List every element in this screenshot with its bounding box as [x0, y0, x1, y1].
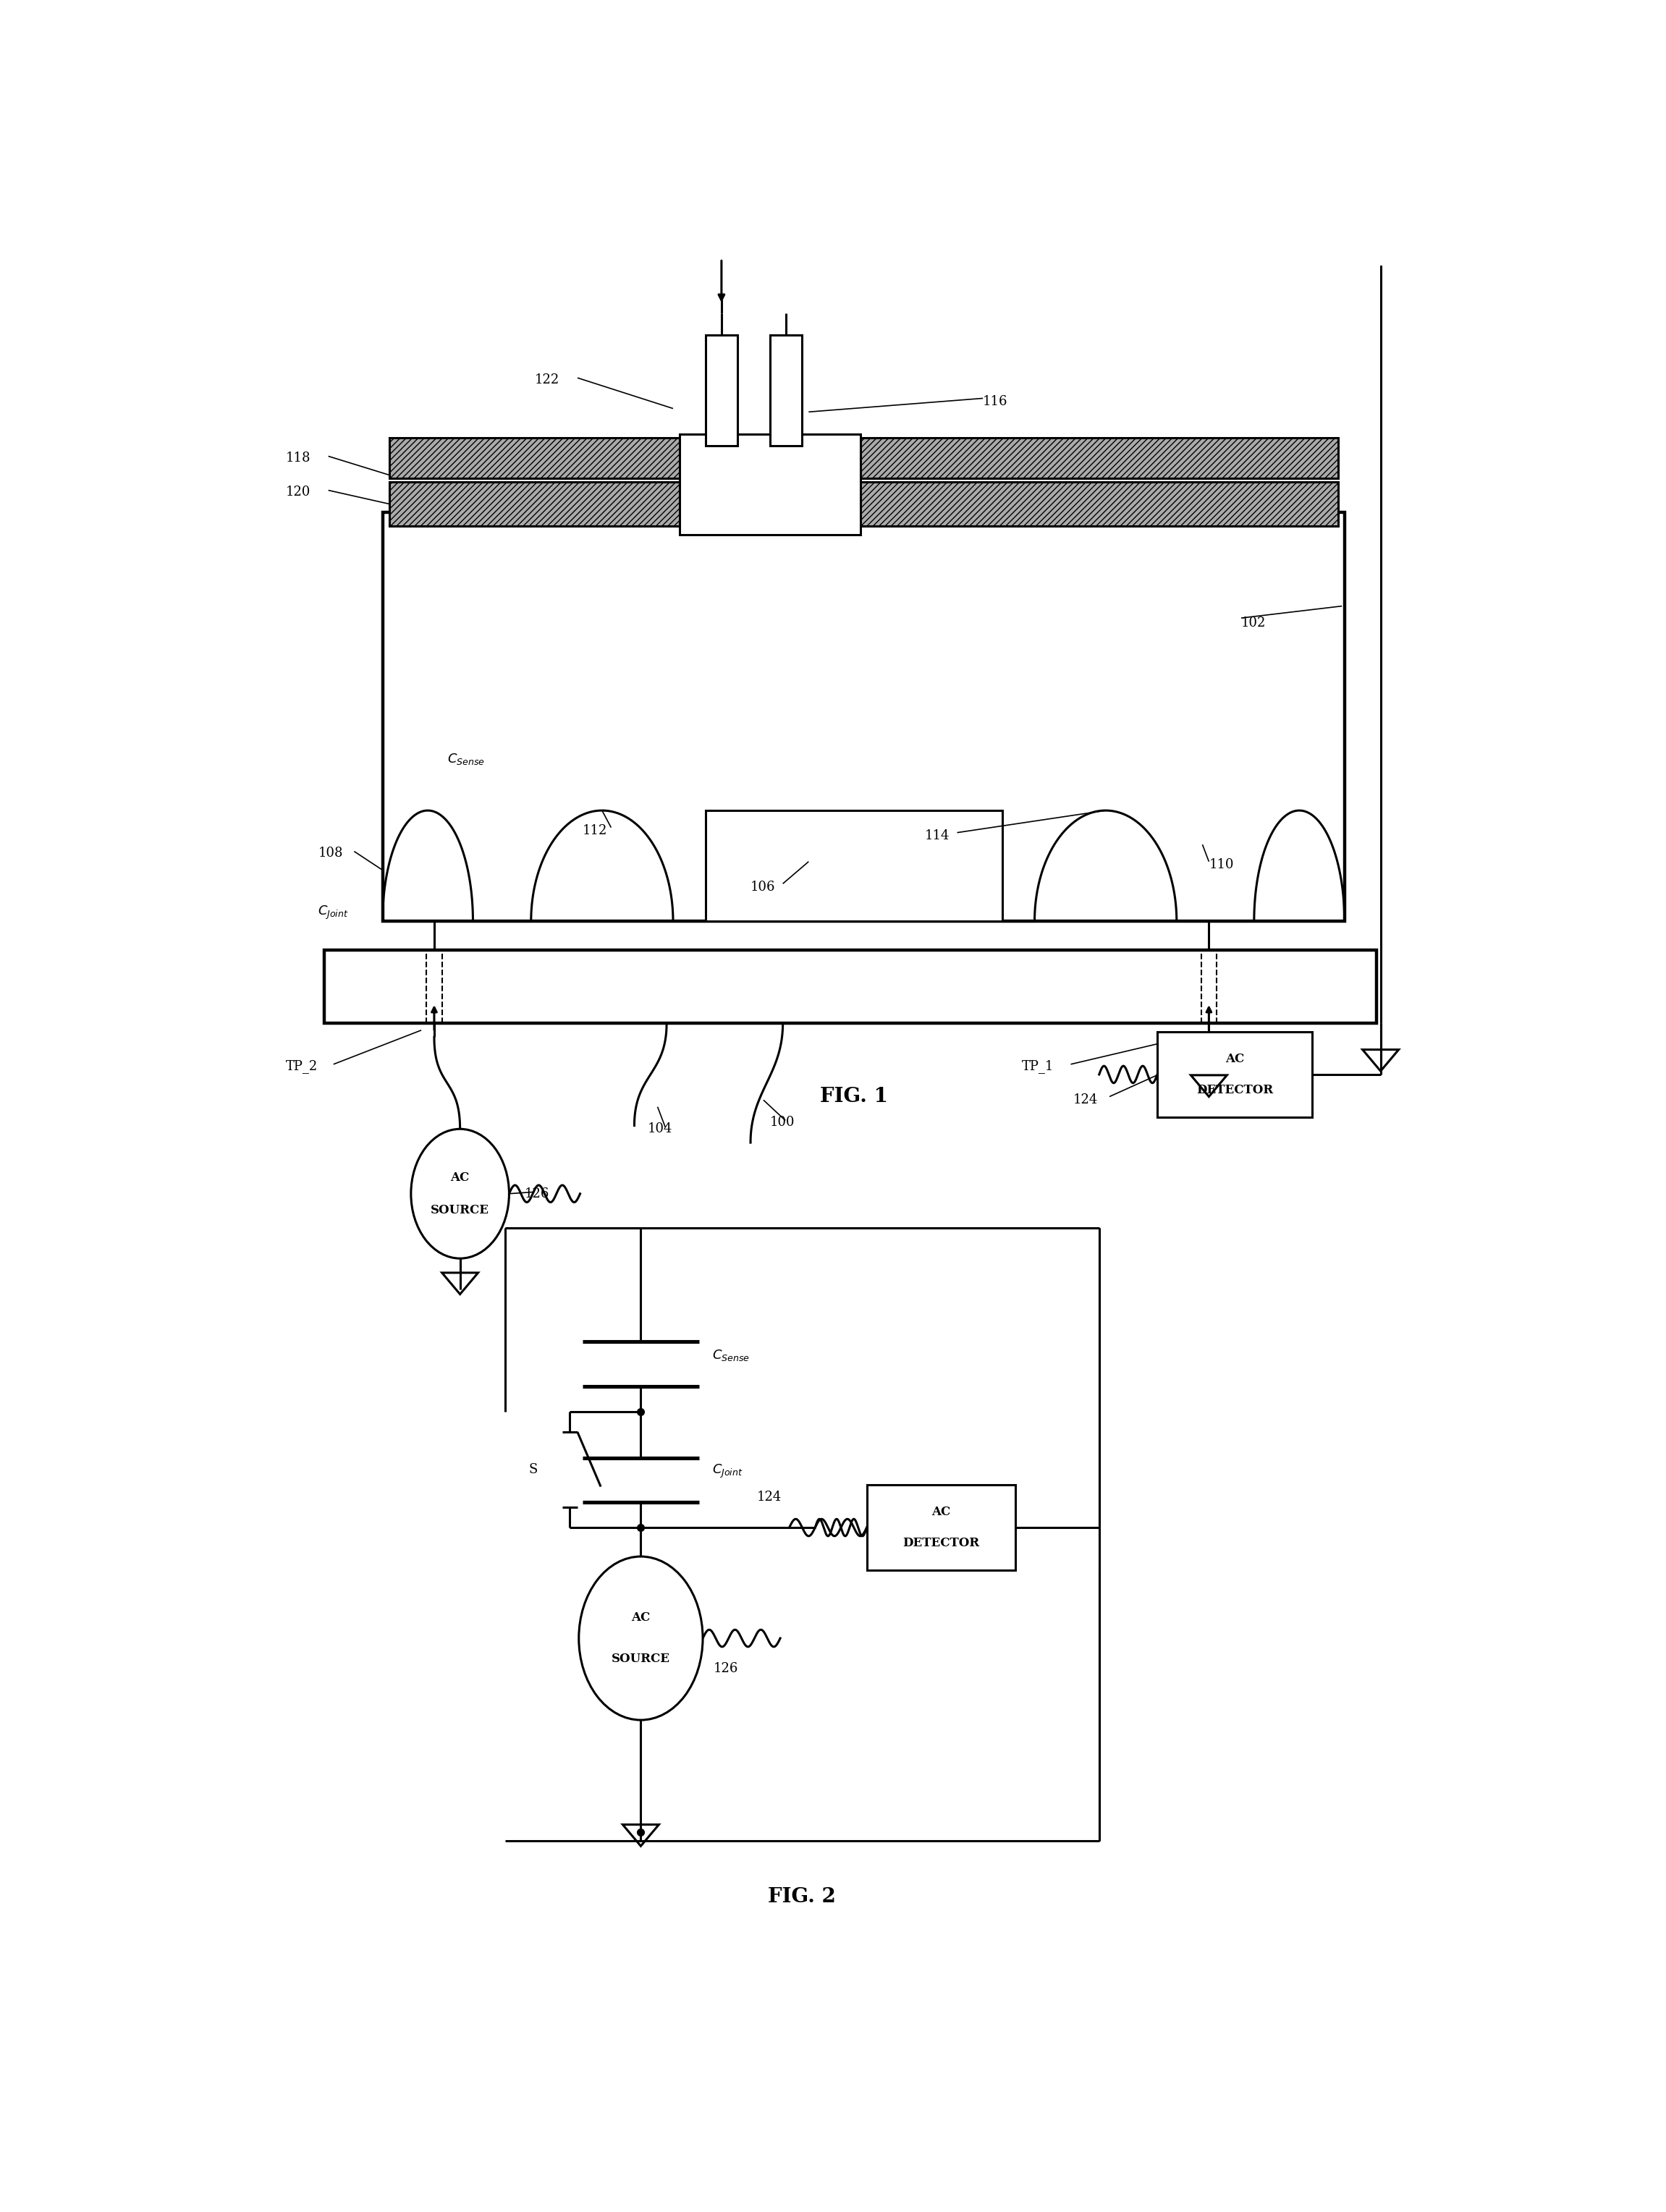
Text: 104: 104	[646, 1121, 671, 1135]
Text: DETECTOR: DETECTOR	[1196, 1084, 1273, 1095]
Text: TP_1: TP_1	[1021, 1060, 1055, 1073]
Text: 116: 116	[983, 396, 1008, 409]
Text: AC: AC	[1225, 1053, 1245, 1066]
Text: 120: 120	[287, 484, 310, 498]
Bar	[853, 438, 1338, 478]
Text: 106: 106	[750, 880, 775, 894]
Bar	[1158, 1031, 1313, 1117]
Text: 126: 126	[713, 1663, 738, 1674]
Text: 122: 122	[535, 374, 560, 387]
Text: $C_{Sense}$: $C_{Sense}$	[446, 752, 485, 768]
Text: $C_{Joint}$: $C_{Joint}$	[711, 1462, 743, 1480]
Bar	[680, 434, 860, 535]
Circle shape	[578, 1557, 703, 1721]
Text: 102: 102	[1241, 617, 1266, 630]
Text: AC: AC	[631, 1613, 650, 1624]
Bar	[866, 1484, 1015, 1571]
Bar	[705, 810, 1003, 920]
Bar	[705, 336, 738, 447]
Bar	[383, 513, 1344, 920]
Text: $C_{Sense}$: $C_{Sense}$	[711, 1349, 750, 1363]
Text: FIG. 1: FIG. 1	[820, 1086, 888, 1106]
Text: SOURCE: SOURCE	[431, 1203, 490, 1217]
Bar	[853, 482, 1338, 526]
Text: 124: 124	[1073, 1093, 1098, 1106]
Text: 112: 112	[583, 825, 608, 838]
Text: 126: 126	[525, 1188, 550, 1201]
Text: 100: 100	[770, 1115, 795, 1128]
Text: FIG. 2: FIG. 2	[768, 1887, 836, 1907]
Text: SOURCE: SOURCE	[611, 1652, 670, 1666]
Bar	[390, 438, 686, 478]
Text: 124: 124	[756, 1491, 781, 1504]
Text: S: S	[528, 1462, 538, 1475]
Text: 118: 118	[287, 451, 310, 465]
Bar	[325, 951, 1376, 1024]
Text: 114: 114	[925, 830, 950, 843]
Text: TP_2: TP_2	[287, 1060, 318, 1073]
Text: 108: 108	[318, 847, 343, 860]
Text: AC: AC	[931, 1506, 951, 1517]
Bar	[390, 482, 686, 526]
Bar	[770, 336, 803, 447]
Text: DETECTOR: DETECTOR	[903, 1537, 980, 1548]
Text: $C_{Joint}$: $C_{Joint}$	[318, 905, 348, 920]
Circle shape	[412, 1128, 510, 1259]
Text: AC: AC	[450, 1172, 470, 1183]
Text: 110: 110	[1210, 858, 1235, 872]
